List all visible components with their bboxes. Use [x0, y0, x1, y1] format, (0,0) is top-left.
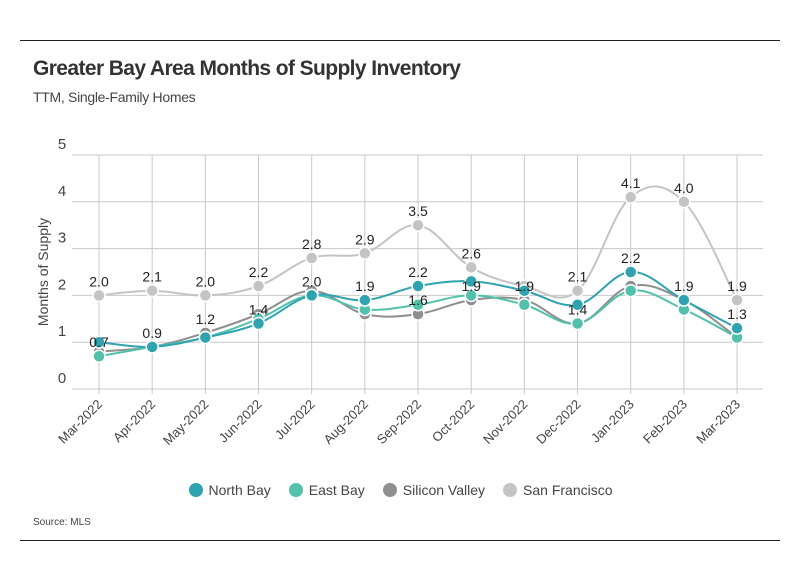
legend-item: Silicon Valley — [382, 482, 486, 498]
y-tick-label: 5 — [58, 136, 66, 153]
data-label: 0.7 — [89, 334, 109, 350]
data-point — [677, 293, 691, 307]
data-label: 2.0 — [89, 273, 109, 289]
data-label: 1.4 — [249, 301, 269, 317]
legend-swatch — [503, 483, 518, 497]
legend-item: San Francisco — [503, 482, 613, 498]
data-point — [92, 349, 106, 363]
data-point — [145, 340, 159, 354]
line-chart: 0 1 2 3 4 5 Mar-2022 Apr-2022 May-2022 Jun-2022 Ju… — [35, 136, 763, 448]
y-axis-label: Months of Supply — [35, 218, 51, 326]
x-tick-label: Nov-2022 — [480, 397, 530, 447]
data-point — [570, 316, 585, 331]
data-label: 1.9 — [674, 278, 694, 294]
data-point — [304, 251, 319, 265]
data-label: 1.3 — [727, 306, 747, 322]
y-tick-label: 3 — [58, 230, 66, 247]
bottom-rule — [20, 540, 780, 541]
chart-subtitle: TTM, Single-Family Homes — [33, 89, 196, 105]
legend-swatch — [288, 483, 303, 497]
top-rule — [20, 40, 780, 41]
data-point — [570, 298, 585, 312]
data-label: 4.0 — [674, 180, 694, 196]
data-label: 2.1 — [568, 269, 588, 285]
data-label: 2.0 — [196, 273, 216, 289]
x-tick-label: Mar-2023 — [693, 397, 743, 447]
legend-label: East Bay — [308, 482, 365, 498]
data-point — [198, 330, 213, 345]
data-point — [358, 293, 372, 307]
data-point — [411, 279, 425, 293]
data-label: 2.2 — [621, 250, 641, 266]
data-label: 2.9 — [355, 231, 375, 247]
data-point — [251, 316, 266, 331]
data-label: 1.9 — [461, 278, 481, 294]
data-label: 2.0 — [302, 273, 322, 289]
data-label: 2.1 — [142, 269, 162, 285]
x-tick-label: Oct-2022 — [429, 397, 477, 445]
data-point — [570, 283, 585, 298]
legend-swatch — [188, 483, 203, 497]
data-point — [464, 260, 478, 275]
data-point — [623, 283, 638, 298]
x-tick-label: Jun-2022 — [216, 397, 265, 446]
y-tick-label: 0 — [58, 370, 66, 387]
data-label: 1.6 — [408, 292, 428, 308]
x-tick-label: Apr-2022 — [110, 397, 158, 445]
data-point — [358, 246, 372, 261]
legend-label: North Bay — [208, 482, 271, 498]
data-point — [145, 283, 159, 298]
data-point — [623, 265, 638, 279]
data-label: 1.9 — [355, 278, 375, 294]
y-tick-label: 2 — [58, 276, 66, 293]
data-label: 2.6 — [461, 245, 481, 261]
data-point — [92, 335, 106, 349]
source-note: Source: MLS — [33, 517, 91, 528]
data-point — [623, 190, 638, 204]
data-point — [304, 288, 319, 303]
data-point — [464, 288, 478, 303]
data-label: 1.4 — [568, 301, 588, 317]
legend-label: Silicon Valley — [402, 482, 486, 498]
data-point — [730, 293, 744, 307]
data-label: 2.2 — [249, 264, 269, 280]
data-label: 4.1 — [621, 175, 641, 191]
legend-label: San Francisco — [523, 482, 613, 498]
x-tick-label: Dec-2022 — [533, 397, 583, 447]
data-point — [730, 321, 744, 335]
data-point — [411, 218, 425, 232]
data-label: 1.9 — [727, 278, 747, 294]
data-point — [251, 279, 266, 293]
x-tick-label: Sep-2022 — [374, 397, 424, 447]
data-point — [517, 283, 532, 298]
legend: North Bay East Bay Silicon Valley San Franc… — [0, 482, 801, 498]
data-label: 2.8 — [302, 236, 322, 252]
chart-title: Greater Bay Area Months of Supply Invent… — [33, 57, 461, 80]
x-tick-label: Feb-2023 — [640, 397, 690, 447]
data-label: 0.9 — [142, 325, 162, 341]
y-tick-label: 1 — [58, 323, 66, 340]
data-point — [411, 298, 425, 312]
legend-item: East Bay — [288, 482, 365, 498]
data-label: 1.9 — [515, 278, 535, 294]
data-point — [464, 274, 478, 289]
x-tick-label: Mar-2022 — [55, 397, 105, 447]
x-tick-label: Jan-2023 — [588, 397, 637, 446]
x-tick-label: Jul-2022 — [272, 397, 318, 443]
legend-swatch — [382, 483, 397, 497]
data-point — [517, 298, 532, 312]
data-point — [198, 288, 213, 303]
legend-item: North Bay — [188, 482, 271, 498]
data-label: 1.2 — [196, 311, 216, 327]
data-point — [677, 195, 691, 209]
x-tick-label: Aug-2022 — [320, 397, 370, 447]
data-point — [92, 288, 106, 303]
x-tick-label: May-2022 — [160, 397, 211, 448]
data-label: 2.2 — [408, 264, 428, 280]
data-label: 3.5 — [408, 203, 428, 219]
y-tick-label: 4 — [58, 183, 66, 200]
